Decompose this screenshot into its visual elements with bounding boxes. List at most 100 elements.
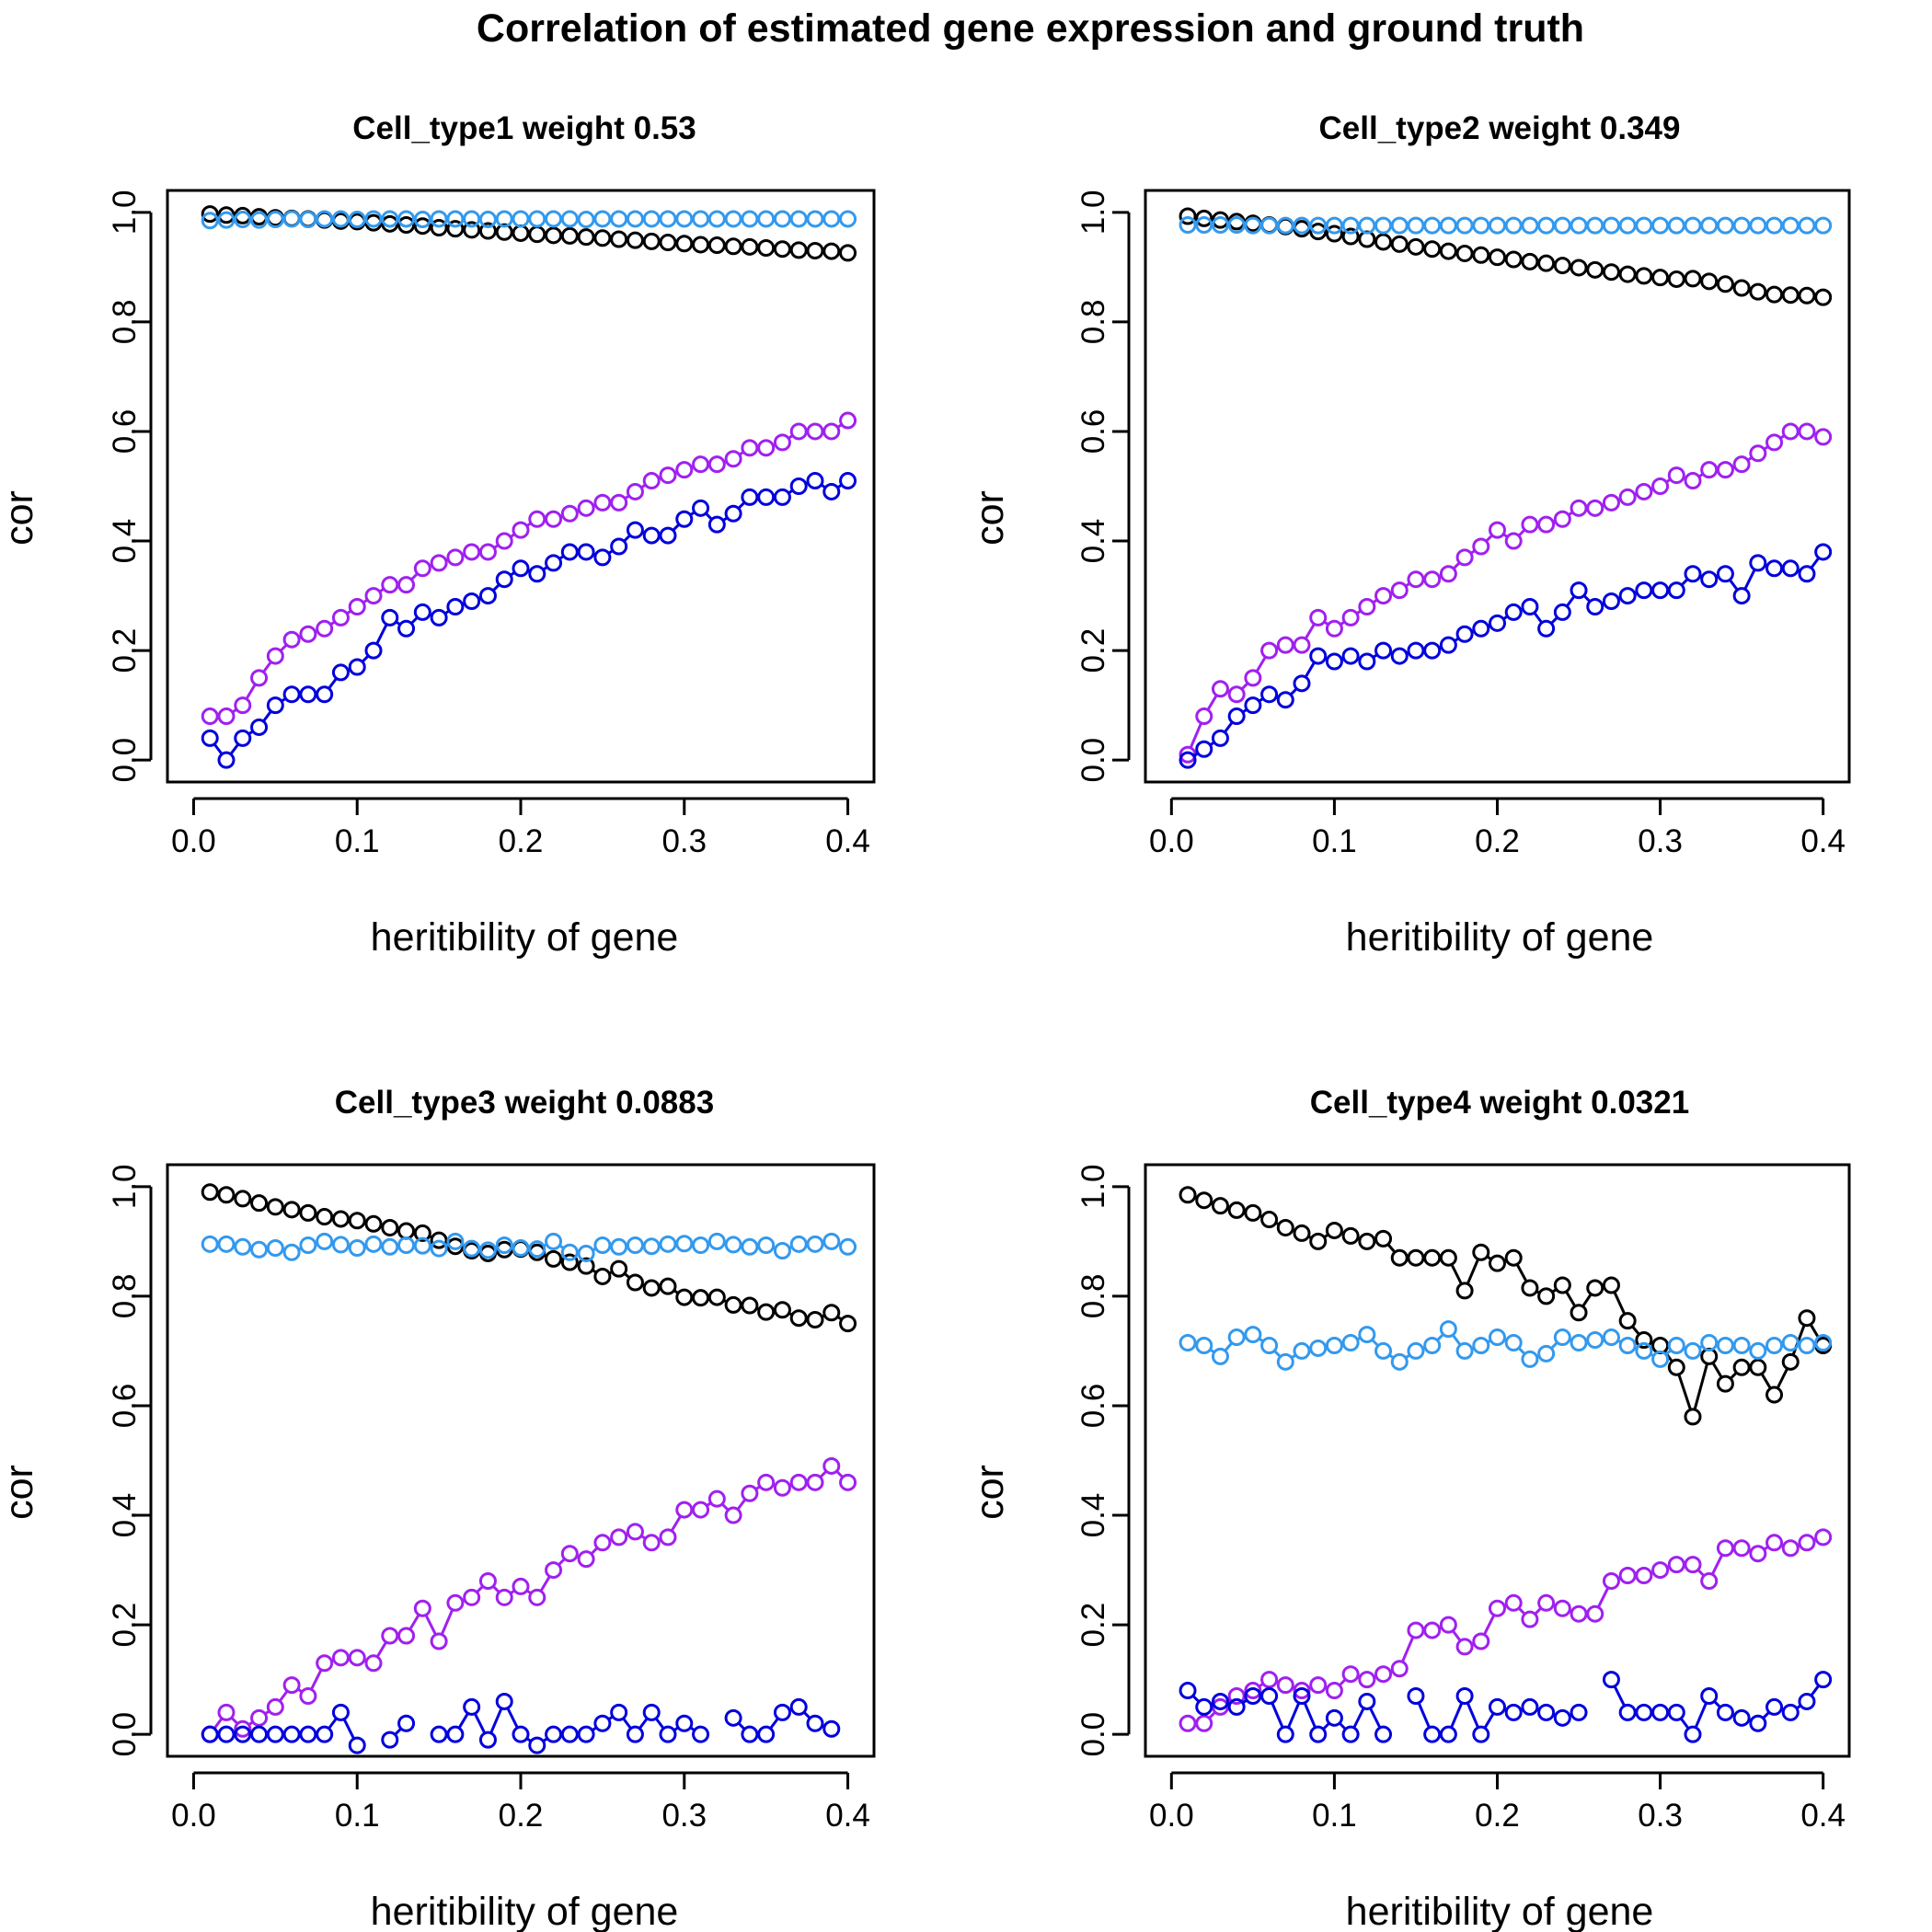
- data-point: [1439, 1248, 1457, 1267]
- data-point: [1570, 1333, 1588, 1351]
- data-point: [724, 450, 742, 468]
- y-tick-label: 0.8: [107, 300, 143, 345]
- data-point: [560, 1253, 579, 1271]
- data-point: [1407, 641, 1425, 660]
- data-point: [1309, 1725, 1328, 1743]
- data-point: [316, 1725, 334, 1743]
- data-point: [789, 1309, 808, 1328]
- data-point: [675, 210, 694, 228]
- data-point: [773, 240, 791, 259]
- data-point: [1472, 537, 1490, 556]
- data-point: [1732, 279, 1751, 297]
- data-point: [545, 1725, 563, 1743]
- series-line-segment: [440, 1609, 454, 1636]
- series-4: [1179, 1671, 1833, 1743]
- series-line-segment: [1189, 722, 1203, 749]
- data-point: [463, 592, 481, 611]
- series-line-segment: [1369, 1707, 1382, 1729]
- data-point: [626, 1236, 644, 1255]
- series-line-segment: [1450, 1263, 1463, 1285]
- data-point: [577, 499, 595, 517]
- data-point: [1765, 1534, 1784, 1552]
- data-point: [430, 218, 448, 236]
- data-point: [512, 1725, 530, 1743]
- data-point: [1765, 559, 1784, 578]
- data-point: [1570, 1604, 1588, 1623]
- data-point: [234, 211, 252, 229]
- data-point: [593, 1534, 612, 1552]
- data-point: [707, 210, 726, 228]
- data-point: [1179, 1186, 1197, 1204]
- series-line-segment: [1550, 616, 1558, 625]
- data-point: [1635, 1331, 1653, 1350]
- data-point: [1227, 685, 1246, 704]
- series-line-segment: [489, 1708, 503, 1734]
- data-point: [397, 1627, 416, 1645]
- data-point: [757, 1725, 776, 1743]
- data-point: [1781, 1333, 1800, 1351]
- panel-3: Cell_type3 weight 0.0883 heritibility of…: [0, 1085, 876, 1932]
- data-point: [528, 225, 546, 244]
- series-line-segment: [1517, 1606, 1526, 1616]
- data-point: [1227, 1687, 1246, 1706]
- data-point: [1602, 592, 1620, 611]
- data-point: [413, 217, 431, 236]
- data-point: [1407, 216, 1425, 235]
- data-point: [1521, 1697, 1539, 1716]
- data-point: [430, 1725, 448, 1743]
- data-point: [1211, 1347, 1229, 1365]
- series-line-segment: [1680, 578, 1689, 586]
- series-3: [201, 411, 857, 726]
- data-point: [1553, 510, 1571, 528]
- y-tick-label: 0.8: [1075, 1274, 1111, 1319]
- data-point: [1798, 286, 1816, 305]
- series-line-segment: [1224, 721, 1234, 733]
- series-line-segment: [705, 512, 713, 521]
- x-tick-label: 0.0: [1149, 1798, 1194, 1834]
- data-point: [1325, 619, 1343, 638]
- data-point: [446, 1232, 465, 1250]
- series-2: [1179, 1320, 1833, 1371]
- data-point: [331, 1703, 350, 1721]
- data-point: [1586, 597, 1604, 615]
- data-point: [724, 1236, 742, 1254]
- data-point: [1684, 565, 1702, 583]
- data-point: [1390, 216, 1409, 235]
- data-point: [1309, 608, 1328, 627]
- data-point: [1211, 1692, 1229, 1710]
- data-point: [1374, 587, 1393, 605]
- data-point: [1618, 587, 1637, 605]
- data-point: [545, 510, 563, 528]
- x-tick-label: 0.3: [1638, 1798, 1683, 1834]
- series-line-segment: [278, 1690, 289, 1702]
- data-point: [413, 1236, 431, 1255]
- series-line-segment: [1743, 569, 1756, 591]
- panel-2: Cell_type2 weight 0.349 heritibility of …: [968, 110, 1851, 960]
- data-point: [1195, 1697, 1213, 1716]
- x-tick-label: 0.3: [1638, 823, 1683, 859]
- data-point: [1195, 1191, 1213, 1210]
- series-line-segment: [558, 1558, 566, 1566]
- data-point: [1227, 1697, 1246, 1716]
- data-point: [1195, 1336, 1213, 1354]
- panel-title: Cell_type3 weight 0.0883: [335, 1085, 714, 1121]
- x-tick-label: 0.4: [825, 823, 870, 859]
- series-line-segment: [328, 1717, 338, 1730]
- y-tick-label: 0.0: [107, 1712, 143, 1757]
- data-point: [316, 685, 334, 704]
- data-point: [707, 1489, 726, 1508]
- data-point: [610, 1528, 628, 1547]
- data-point: [560, 1725, 579, 1743]
- data-point: [1260, 1211, 1279, 1229]
- y-axis-label: cor: [968, 490, 1012, 546]
- series-line-segment: [1436, 1333, 1444, 1341]
- data-point: [610, 1259, 628, 1278]
- data-point: [397, 1236, 416, 1255]
- data-point: [1211, 729, 1229, 747]
- series-1: [201, 1183, 857, 1333]
- data-point: [1244, 669, 1262, 687]
- data-point: [822, 422, 841, 441]
- series-line-segment: [424, 1614, 437, 1636]
- data-point: [806, 1473, 824, 1491]
- data-point: [1765, 285, 1784, 304]
